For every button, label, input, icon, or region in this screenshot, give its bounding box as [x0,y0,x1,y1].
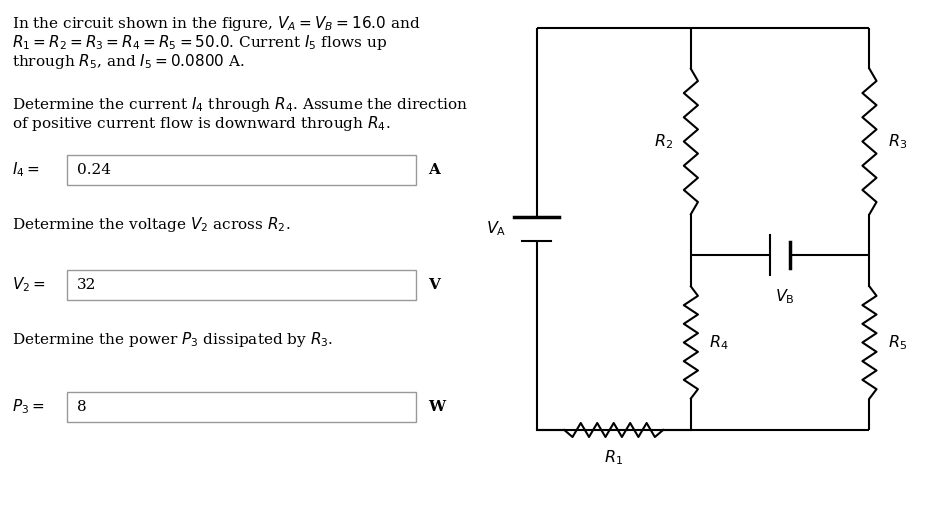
Text: through $R_5$, and $I_5 = 0.0800$ A.: through $R_5$, and $I_5 = 0.0800$ A. [12,52,245,71]
Text: A: A [428,163,440,177]
Text: $P_3 =$: $P_3 =$ [12,397,45,416]
Text: $R_1 = R_2 = R_3 = R_4 = R_5 = 50.0$. Current $I_5$ flows up: $R_1 = R_2 = R_3 = R_4 = R_5 = 50.0$. Cu… [12,33,387,52]
Text: Determine the voltage $V_2$ across $R_2$.: Determine the voltage $V_2$ across $R_2$… [12,215,290,234]
Text: $V_2 =$: $V_2 =$ [12,276,46,295]
Text: $V_\mathrm{A}$: $V_\mathrm{A}$ [486,219,506,238]
Text: V: V [428,278,440,292]
Text: W: W [428,400,445,414]
Text: 8: 8 [77,400,87,414]
FancyBboxPatch shape [67,155,416,185]
Text: $R_4$: $R_4$ [709,333,729,352]
FancyBboxPatch shape [67,392,416,422]
FancyBboxPatch shape [67,270,416,300]
Text: Determine the current $I_4$ through $R_4$. Assume the direction: Determine the current $I_4$ through $R_4… [12,95,467,114]
Text: In the circuit shown in the figure, $V_A = V_B = 16.0$ and: In the circuit shown in the figure, $V_A… [12,14,420,33]
Text: Determine the power $P_3$ dissipated by $R_3$.: Determine the power $P_3$ dissipated by … [12,330,333,349]
Text: $R_1$: $R_1$ [604,448,623,467]
Text: $V_\mathrm{B}$: $V_\mathrm{B}$ [776,287,795,306]
Text: $R_5$: $R_5$ [887,333,907,352]
Text: 0.24: 0.24 [77,163,112,177]
Text: $R_3$: $R_3$ [887,132,907,151]
Text: of positive current flow is downward through $R_4$.: of positive current flow is downward thr… [12,114,390,133]
Text: $R_2$: $R_2$ [654,132,673,151]
Text: $I_4 =$: $I_4 =$ [12,161,40,180]
Text: 32: 32 [77,278,97,292]
